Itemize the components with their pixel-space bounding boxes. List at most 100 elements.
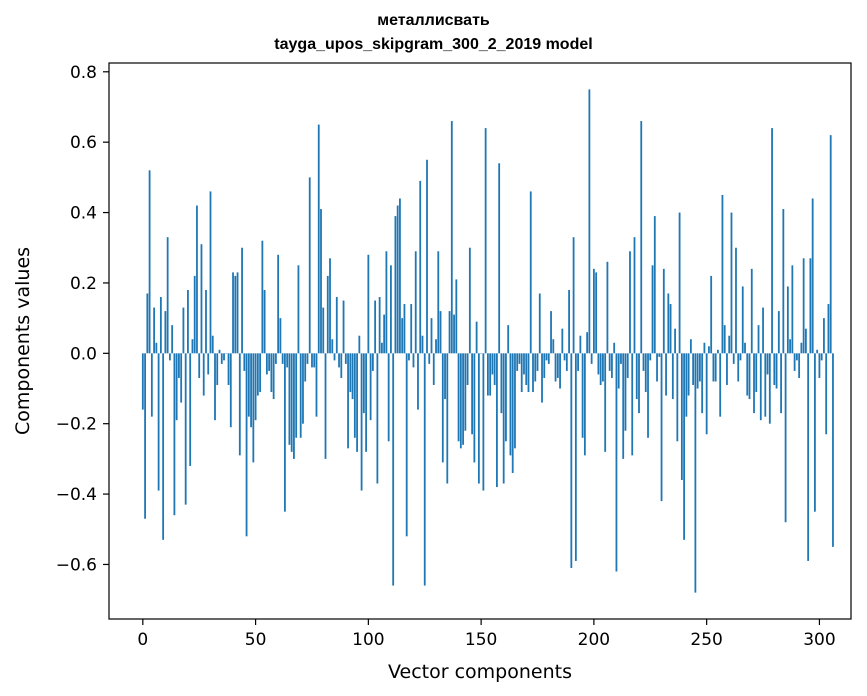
bar-135 <box>446 353 449 484</box>
bar-298 <box>814 353 816 512</box>
bar-36 <box>223 353 225 361</box>
bar-49 <box>252 353 255 463</box>
bar-4 <box>150 353 153 417</box>
bar-259 <box>726 353 728 385</box>
bar-31 <box>211 335 214 354</box>
bar-288 <box>791 265 794 354</box>
bar-116 <box>403 304 406 354</box>
bar-124 <box>421 335 424 354</box>
bar-255 <box>717 349 719 354</box>
bar-128 <box>430 318 433 354</box>
bar-270 <box>750 268 753 354</box>
bar-167 <box>518 353 521 364</box>
bar-61 <box>279 318 282 354</box>
bar-201 <box>595 272 598 354</box>
bar-214 <box>624 353 627 431</box>
bar-125 <box>423 353 426 586</box>
bar-281 <box>775 353 778 389</box>
bar-207 <box>608 353 611 371</box>
bar-199 <box>590 353 593 364</box>
bar-107 <box>383 314 386 354</box>
bar-6 <box>155 342 158 354</box>
bar-148 <box>475 321 478 354</box>
bar-43 <box>238 353 241 456</box>
bar-59 <box>274 353 277 364</box>
x-tick-label-4: 200 <box>578 630 610 650</box>
bar-45 <box>243 353 246 371</box>
bar-114 <box>399 198 401 354</box>
bar-215 <box>626 353 629 378</box>
bar-237 <box>676 353 679 442</box>
x-axis-ticks: 0 50 100 150 200 250 300 <box>137 619 836 650</box>
bar-171 <box>527 353 530 393</box>
bar-99 <box>365 353 367 452</box>
bar-122 <box>417 353 419 410</box>
bar-276 <box>764 353 767 417</box>
bar-26 <box>200 244 203 354</box>
y-axis-ticks: −0.6 −0.4 −0.2 0.0 0.2 0.4 0.6 0.8 <box>56 63 109 575</box>
bar-0 <box>141 353 144 410</box>
bar-286 <box>786 286 789 354</box>
bar-244 <box>692 353 695 385</box>
bar-239 <box>680 353 683 480</box>
bar-11 <box>166 237 169 354</box>
bar-155 <box>491 353 494 375</box>
bar-117 <box>405 353 408 537</box>
bar-303 <box>825 353 828 435</box>
bar-60 <box>277 254 280 354</box>
bar-166 <box>516 353 519 371</box>
bar-301 <box>820 353 823 361</box>
bar-89 <box>342 300 345 354</box>
bar-30 <box>209 191 212 354</box>
bar-63 <box>284 353 286 512</box>
bar-206 <box>606 261 609 354</box>
bar-267 <box>744 342 746 354</box>
bar-223 <box>644 353 647 393</box>
bar-225 <box>649 353 652 361</box>
bar-68 <box>295 353 298 438</box>
bar-90 <box>344 353 347 364</box>
bar-1 <box>144 353 146 519</box>
bar-84 <box>331 339 334 354</box>
bar-80 <box>322 307 325 354</box>
bar-48 <box>250 353 252 428</box>
bar-279 <box>771 128 773 354</box>
bar-233 <box>667 293 670 354</box>
x-tick-label-5: 250 <box>690 630 722 650</box>
bar-64 <box>286 353 289 368</box>
bar-236 <box>674 328 676 354</box>
bar-252 <box>710 275 713 354</box>
bar-140 <box>457 353 460 442</box>
bar-152 <box>484 128 487 354</box>
bar-82 <box>326 275 329 354</box>
bar-108 <box>385 251 388 354</box>
bar-56 <box>268 353 271 371</box>
bar-10 <box>164 311 167 354</box>
bars-group <box>141 89 834 593</box>
bar-295 <box>807 353 810 561</box>
bar-190 <box>570 353 573 568</box>
bar-251 <box>708 346 710 354</box>
bar-73 <box>306 353 309 364</box>
bar-66 <box>290 353 293 452</box>
y-axis-label: Components values <box>12 247 34 435</box>
bar-304 <box>827 304 830 354</box>
bar-156 <box>493 353 496 385</box>
bar-264 <box>737 353 740 382</box>
bar-52 <box>259 353 261 393</box>
bar-211 <box>617 353 620 389</box>
bar-32 <box>214 353 216 421</box>
bar-38 <box>227 353 230 385</box>
bar-19 <box>184 353 187 505</box>
bar-221 <box>640 121 643 354</box>
bar-197 <box>586 332 589 354</box>
bar-299 <box>816 349 819 354</box>
bar-296 <box>809 258 812 354</box>
bar-25 <box>198 353 201 378</box>
bar-305 <box>829 135 832 354</box>
bar-254 <box>714 353 717 382</box>
bar-219 <box>635 353 638 400</box>
bar-284 <box>782 209 785 354</box>
y-tick-label-7: 0.8 <box>70 63 97 83</box>
bar-8 <box>159 297 162 354</box>
